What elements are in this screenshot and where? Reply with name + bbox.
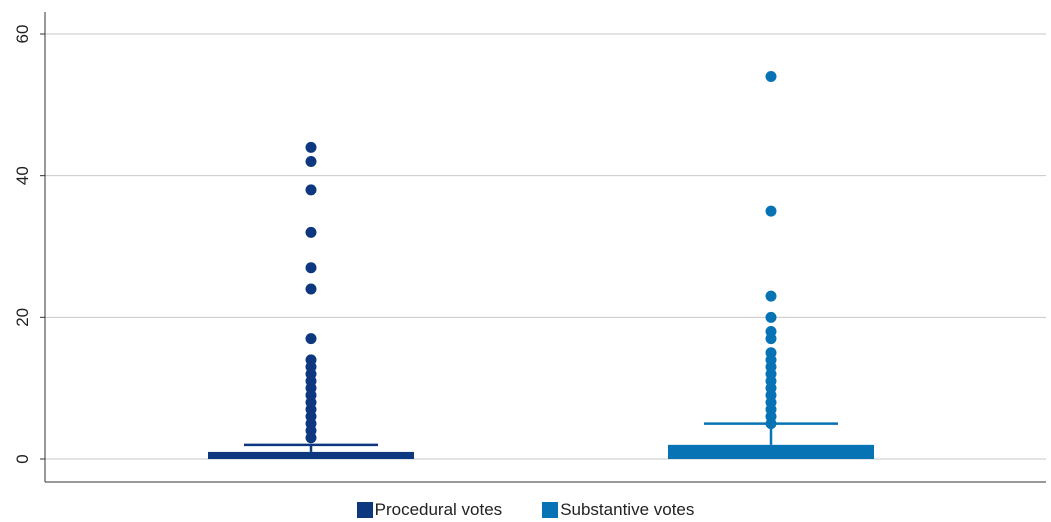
y-tick-label-20: 20 [13, 308, 32, 327]
box-substantive [668, 444, 874, 459]
outlier-point-procedural [305, 226, 317, 238]
outlier-point-substantive [765, 71, 777, 82]
outlier-point-procedural [305, 156, 317, 167]
box-procedural [208, 451, 414, 459]
legend-label-substantive: Substantive votes [560, 500, 695, 519]
y-tick-label-60: 60 [13, 25, 32, 44]
series-procedural [208, 141, 414, 459]
outlier-point-substantive [765, 347, 777, 359]
legend-swatch-substantive [542, 502, 559, 518]
legend-label-procedural: Procedural votes [374, 500, 503, 519]
legend-item-substantive: Substantive votes [542, 500, 694, 520]
y-tick-label-0: 0 [13, 454, 32, 463]
boxplot-chart: 0 20 40 60 [13, 12, 1046, 483]
outlier-point-procedural [305, 184, 317, 196]
grid-lines [40, 33, 1046, 460]
legend-item-procedural: Procedural votes [356, 500, 503, 520]
series [208, 71, 874, 459]
outlier-point-substantive [765, 326, 777, 337]
y-tick-labels: 0 20 40 60 [13, 25, 32, 464]
outlier-point-procedural [305, 283, 317, 295]
outlier-point-procedural [305, 333, 317, 345]
series-substantive [668, 71, 874, 459]
outlier-point-substantive [765, 205, 777, 217]
legend: Procedural votes Substantive votes [0, 500, 1051, 520]
outlier-point-substantive [765, 290, 777, 302]
outlier-point-procedural [305, 354, 317, 366]
axes [44, 12, 1046, 483]
outlier-point-substantive [765, 311, 777, 323]
legend-swatch-procedural [356, 502, 373, 518]
outlier-point-procedural [305, 262, 317, 274]
outlier-point-procedural [305, 141, 317, 153]
y-tick-label-40: 40 [13, 166, 32, 185]
